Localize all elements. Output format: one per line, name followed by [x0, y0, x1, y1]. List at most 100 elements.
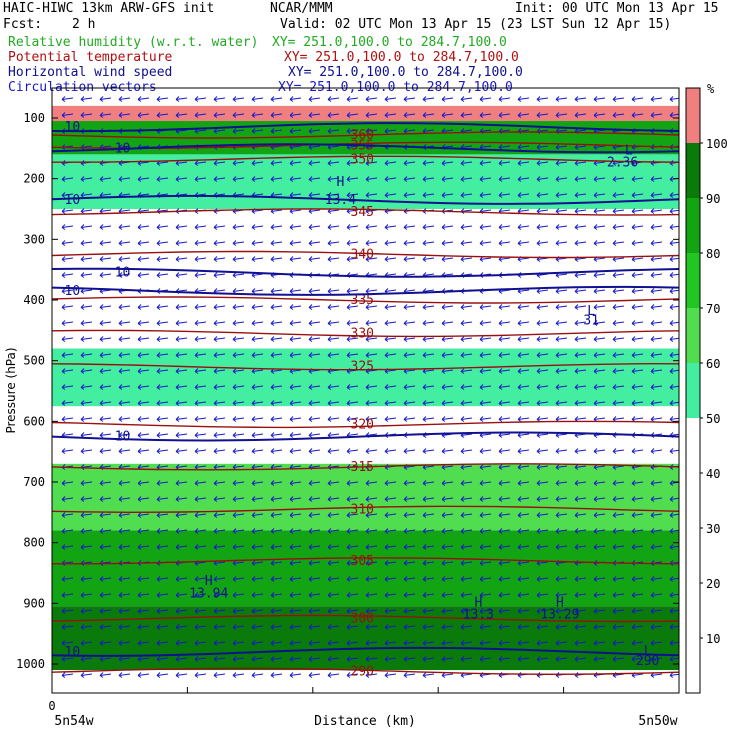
circulation-vector: [441, 176, 454, 182]
circulation-vector: [194, 368, 207, 374]
circulation-vector: [327, 528, 340, 534]
circulation-vector: [156, 96, 169, 102]
circulation-vector: [156, 384, 169, 390]
circulation-vector: [612, 224, 625, 230]
circulation-vector: [498, 576, 511, 582]
circulation-vector: [289, 496, 302, 502]
wind-label: 10: [115, 430, 131, 445]
circulation-vector: [384, 416, 397, 422]
circulation-vector: [479, 224, 492, 230]
circulation-vector: [232, 656, 245, 662]
circulation-vector: [555, 544, 568, 550]
circulation-vector: [327, 560, 340, 566]
circulation-vector: [175, 656, 188, 662]
circulation-vector: [612, 304, 625, 310]
circulation-vector: [175, 576, 188, 582]
circulation-vector: [118, 304, 131, 310]
circulation-vector: [536, 544, 549, 550]
circulation-vector: [384, 240, 397, 246]
circulation-vector: [175, 368, 188, 374]
circulation-vector: [574, 112, 587, 118]
circulation-vector: [137, 608, 150, 614]
circulation-vector: [308, 400, 321, 406]
circulation-vector: [251, 96, 264, 102]
circulation-vector: [270, 496, 283, 502]
circulation-vector: [384, 336, 397, 342]
circulation-vector: [232, 128, 245, 134]
rh-band: [52, 105, 679, 122]
circulation-vector: [650, 272, 663, 278]
circulation-vector: [137, 304, 150, 310]
circulation-vector: [346, 288, 359, 294]
circulation-vector: [346, 176, 359, 182]
circulation-vector: [270, 240, 283, 246]
field-theta-name: Potential temperature: [8, 50, 173, 65]
circulation-vector: [194, 240, 207, 246]
circulation-vector: [232, 368, 245, 374]
circulation-vector: [517, 112, 530, 118]
circulation-vector: [669, 304, 679, 310]
circulation-vector: [498, 640, 511, 646]
circulation-vector: [251, 624, 264, 630]
y-tick-label: 500: [23, 354, 45, 368]
circulation-vector: [61, 592, 74, 598]
theta-label: 300: [351, 612, 374, 627]
circulation-vector: [61, 480, 74, 486]
circulation-vector: [441, 112, 454, 118]
circulation-vector: [365, 320, 378, 326]
circulation-vector: [498, 224, 511, 230]
circulation-vector: [137, 640, 150, 646]
circulation-vector: [669, 544, 679, 550]
circulation-vector: [327, 160, 340, 166]
circulation-vector: [669, 320, 679, 326]
circulation-vector: [156, 368, 169, 374]
circulation-vector: [194, 336, 207, 342]
circulation-vector: [555, 192, 568, 198]
circulation-vector: [251, 576, 264, 582]
x-origin-label: 0: [48, 699, 55, 713]
circulation-vector: [422, 656, 435, 662]
circulation-vector: [251, 240, 264, 246]
circulation-vector: [479, 656, 492, 662]
circulation-vector: [232, 240, 245, 246]
circulation-vector: [422, 448, 435, 454]
circulation-vector: [422, 528, 435, 534]
circulation-vector: [422, 256, 435, 262]
circulation-vector: [232, 416, 245, 422]
wind-isoline: [52, 143, 679, 154]
circulation-vector: [137, 544, 150, 550]
colorbar-tick-label: 90: [706, 192, 720, 206]
circulation-vector: [536, 288, 549, 294]
circulation-vector: [251, 320, 264, 326]
circulation-vector: [289, 176, 302, 182]
extremum-annotation: 13.3: [463, 608, 494, 623]
circulation-vector: [270, 544, 283, 550]
circulation-vector: [517, 400, 530, 406]
circulation-vector: [194, 672, 207, 678]
circulation-vector: [327, 176, 340, 182]
circulation-vector: [441, 256, 454, 262]
circulation-vector: [346, 656, 359, 662]
circulation-vector: [99, 416, 112, 422]
circulation-vector: [555, 400, 568, 406]
circulation-vector: [460, 576, 473, 582]
circulation-vector: [80, 176, 93, 182]
circulation-vector: [650, 288, 663, 294]
circulation-vector: [289, 592, 302, 598]
circulation-vector: [631, 400, 644, 406]
circulation-vector: [650, 576, 663, 582]
theta-isoline: [52, 208, 679, 216]
circulation-vector: [441, 304, 454, 310]
circulation-vector: [593, 528, 606, 534]
circulation-vector: [555, 208, 568, 214]
forecast-label: Fcst:: [3, 17, 43, 32]
circulation-vector: [574, 544, 587, 550]
circulation-vector: [536, 384, 549, 390]
circulation-vector: [156, 624, 169, 630]
circulation-vector: [80, 272, 93, 278]
circulation-vector: [61, 416, 74, 422]
circulation-vector: [460, 496, 473, 502]
circulation-vector: [289, 256, 302, 262]
circulation-vector: [251, 224, 264, 230]
circulation-vector: [194, 224, 207, 230]
